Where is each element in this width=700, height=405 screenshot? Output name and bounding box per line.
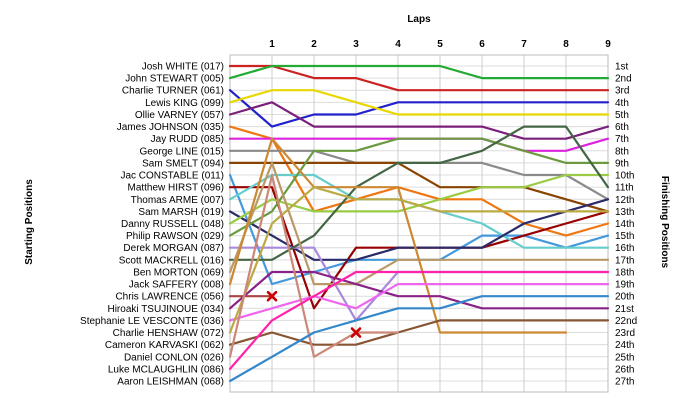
left-axis-title: Starting Positions [24,179,35,265]
series-line-24 [228,319,610,346]
starting-position-label: Aaron LEISHMAN (068) [117,377,224,388]
finishing-position-label: 6th [615,122,629,133]
retirement-marker-2 [350,327,362,338]
series-line-26 [228,270,610,370]
lap-tick-label: 5 [437,39,443,50]
finishing-position-label: 3rd [615,86,629,97]
starting-position-label: Lewis KING (099) [145,98,224,109]
series-line-22 [228,283,610,322]
series-lines [228,64,610,383]
starting-position-label: Ollie VARNEY (057) [135,110,224,121]
finishing-position-label: 7th [615,134,629,145]
starting-position-label: Philip RAWSON (029) [126,231,224,242]
starting-position-label: Matthew HIRST (096) [127,183,224,194]
finishing-position-label: 1st [615,62,629,73]
finishing-position-label: 11th [615,183,634,194]
finishing-position-label: 18th [615,267,634,278]
top-axis-title: Laps [407,14,431,25]
starting-position-label: Jac CONSTABLE (011) [120,171,224,182]
finishing-position-label: 2nd [615,74,632,85]
starting-position-label: Charlie TURNER (061) [122,86,224,97]
finishing-position-label: 24th [615,340,634,351]
finishing-position-label: 23rd [615,328,635,339]
lap-tick-label: 7 [521,39,527,50]
starting-position-label: James JOHNSON (035) [117,122,224,133]
lap-tick-label: 2 [311,39,317,50]
starting-position-label: George LINE (015) [140,146,225,157]
retirement-marker-1 [266,290,278,302]
finishing-position-label: 12th [615,195,634,206]
finishing-position-label: 16th [615,243,634,254]
starting-position-label: Stephanie LE VESCONTE (036) [80,316,224,327]
right-axis-title: Finishing Positions [659,176,670,269]
series-line-21 [228,270,610,310]
lap-tick-label: 8 [563,39,569,50]
series-line-15 [228,137,610,237]
starting-position-label: Scott MACKRELL (016) [119,255,224,266]
series-line-19 [228,137,568,334]
series-line-17 [228,125,610,261]
starting-position-label: John STEWART (005) [125,74,224,85]
labels: Josh WHITE (017)John STEWART (005)Charli… [80,39,637,388]
retirement-marker-stroke [266,290,278,302]
finishing-position-label: 13th [615,207,634,218]
finishing-position-label: 27th [615,377,634,388]
finishing-position-label: 4th [615,98,629,109]
retirement-marker-stroke [350,327,362,338]
finishing-position-label: 15th [615,231,634,242]
series-line-5 [228,101,610,140]
series-line-23 [228,186,610,334]
starting-position-label: Jack SAFFERY (008) [129,280,224,291]
lap-tick-label: 3 [353,39,359,50]
series-line-2 [228,64,610,80]
finishing-position-label: 26th [615,364,634,375]
series-line-1 [228,64,610,92]
finishing-position-label: 20th [615,292,634,303]
finishing-position-label: 25th [615,352,634,363]
starting-position-label: Derek MORGAN (087) [123,243,224,254]
lap-tick-label: 6 [479,39,485,50]
finishing-position-label: 10th [615,171,634,182]
starting-position-label: Sam MARSH (019) [138,207,224,218]
finishing-position-label: 8th [615,146,629,157]
starting-position-label: Jay RUDD (085) [151,134,224,145]
finishing-position-label: 19th [615,280,634,291]
series-line-27 [228,295,610,383]
starting-position-label: Charlie HENSHAW (072) [113,328,224,339]
starting-position-label: Ben MORTON (069) [133,267,224,278]
starting-position-label: Cameron KARVASKI (062) [105,340,224,351]
finishing-position-label: 5th [615,110,629,121]
starting-position-label: Daniel CONLON (026) [124,352,224,363]
starting-position-label: Josh WHITE (017) [142,62,224,73]
starting-position-label: Thomas ARME (007) [131,195,224,206]
finishing-position-label: 14th [615,219,634,230]
starting-position-label: Danny RUSSELL (048) [121,219,224,230]
finishing-position-label: 9th [615,158,629,169]
starting-position-label: Sam SMELT (094) [142,158,224,169]
finishing-position-label: 21st [615,304,634,315]
finishing-position-label: 17th [615,255,634,266]
series-line-25 [228,173,400,358]
starting-position-label: Chris LAWRENCE (056) [115,292,224,303]
lap-tick-label: 1 [269,39,275,50]
retirement-markers [266,290,362,338]
finishing-position-label: 22nd [615,316,637,327]
lap-tick-label: 9 [605,39,611,50]
series-line-4 [228,89,610,116]
starting-position-label: Hiroaki TSUJINOUE (034) [107,304,224,315]
series-line-3 [228,89,610,128]
starting-position-label: Luke MCLAUGHLIN (086) [108,364,224,375]
lap-tick-label: 4 [395,39,401,50]
